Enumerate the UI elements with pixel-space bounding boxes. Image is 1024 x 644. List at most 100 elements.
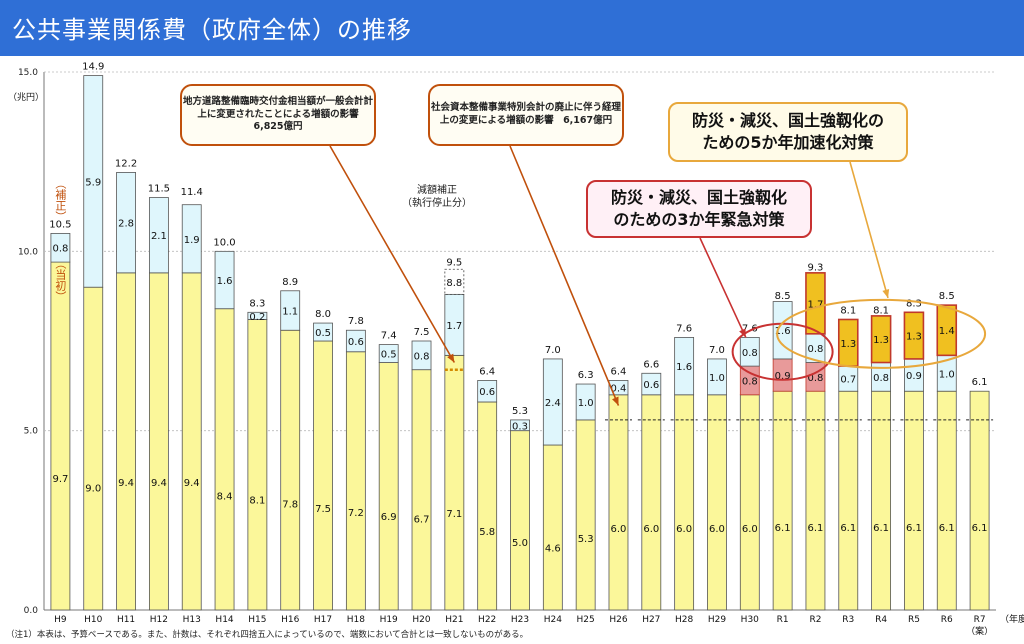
- x-tick-label: H11: [117, 615, 135, 625]
- arrow-emergency-head: [739, 328, 746, 338]
- label-supplementary: 0.3: [512, 421, 528, 432]
- label-total: 11.4: [181, 187, 203, 198]
- label-supplementary: 1.9: [184, 235, 200, 246]
- label-initial: 6.1: [840, 523, 856, 534]
- x-tick-label: H29: [708, 615, 726, 625]
- label-initial: 6.7: [414, 515, 430, 526]
- header-bar: [0, 0, 1024, 56]
- bar-supplementary: [608, 380, 629, 396]
- label-acceleration: 1.7: [807, 299, 823, 310]
- bar-acceleration: [870, 315, 892, 364]
- label-reduction: 8.8: [446, 278, 462, 289]
- bar-initial: [411, 369, 432, 611]
- label-supplementary: 1.6: [676, 362, 692, 373]
- label-initial: 6.1: [972, 523, 988, 534]
- label-total: 7.6: [742, 323, 758, 334]
- r7-note-label: （案）: [966, 625, 993, 637]
- bar-supplementary: [116, 172, 136, 274]
- bar-reduction: [444, 268, 465, 295]
- label-initial: 6.0: [676, 524, 692, 535]
- bar-initial: [969, 390, 990, 611]
- x-tick-label: H16: [281, 615, 299, 625]
- label-supplementary: 2.1: [151, 231, 167, 242]
- bar-initial: [739, 394, 760, 611]
- bar-supplementary: [83, 75, 104, 288]
- bar-supplementary: [313, 322, 333, 342]
- arrow-local-road: [329, 145, 456, 363]
- x-tick-label: H18: [347, 615, 365, 625]
- y-tick-label: 10.0: [18, 247, 38, 257]
- x-tick-label: H25: [577, 615, 595, 625]
- bar-initial: [936, 390, 957, 611]
- label-supplementary: 0.8: [52, 244, 68, 255]
- label-initial: 6.0: [611, 524, 627, 535]
- bar-supplementary: [378, 344, 399, 363]
- label-initial: 9.4: [118, 478, 134, 489]
- bar-supplementary: [542, 358, 563, 446]
- label-initial: 6.0: [643, 524, 659, 535]
- arrow-acceleration-head: [882, 289, 890, 298]
- bar-supplementary: [247, 311, 268, 320]
- label-acceleration: 1.3: [840, 339, 856, 350]
- x-tick-label: H9: [54, 615, 67, 625]
- label-total: 14.9: [82, 62, 104, 73]
- label-supplementary: 1.0: [578, 398, 594, 409]
- label-initial: 7.8: [282, 500, 298, 511]
- label-initial: 5.0: [512, 538, 528, 549]
- bar-initial: [871, 390, 892, 611]
- label-total: 8.5: [775, 291, 791, 302]
- label-supplementary: 1.0: [709, 373, 725, 384]
- bar-initial: [904, 390, 924, 611]
- label-initial: 9.7: [52, 474, 68, 485]
- label-supplementary: 1.6: [217, 276, 233, 287]
- label-initial: 4.6: [545, 543, 561, 554]
- label-emergency: 0.8: [807, 373, 823, 384]
- label-initial: 5.8: [479, 527, 495, 538]
- bar-supplementary: [674, 337, 695, 396]
- bar-initial: [214, 308, 235, 611]
- label-initial: 9.0: [85, 483, 101, 494]
- bar-acceleration: [936, 304, 958, 357]
- bar-initial: [674, 394, 695, 611]
- arrow-acceleration: [849, 161, 889, 299]
- label-supplementary: 0.5: [315, 328, 331, 339]
- x-tick-label: H15: [248, 615, 266, 625]
- label-total: 9.5: [446, 257, 462, 268]
- annotation-reduction: 減額補正 （執行停止分）: [392, 184, 482, 210]
- annotation-special-account-text: 社会資本整備事業特別会計の廃止に伴う経理上の変更による増額の影響 6,167億円: [430, 102, 621, 126]
- label-supplementary: 0.8: [873, 373, 889, 384]
- label-total: 12.2: [115, 158, 137, 169]
- label-initial: 6.9: [381, 512, 397, 523]
- label-total: 10.0: [213, 237, 235, 248]
- label-supplementary: 5.9: [85, 177, 101, 188]
- label-supplementary: 0.2: [249, 312, 265, 323]
- x-tick-label: R5: [908, 615, 920, 625]
- label-emergency: 0.9: [775, 371, 791, 382]
- x-tick-label: H17: [314, 615, 332, 625]
- bar-supplementary: [739, 337, 760, 367]
- label-total: 8.3: [249, 298, 265, 309]
- bar-supplementary: [707, 358, 727, 396]
- annotation-5year-acceleration: 防災・減災、国土強靱化の ための5か年加速化対策: [668, 102, 908, 162]
- label-toushoku: （当初）: [54, 258, 67, 302]
- label-total: 8.5: [939, 291, 955, 302]
- bar-initial: [707, 394, 727, 611]
- x-tick-label: H23: [511, 615, 529, 625]
- acceleration-ellipse: [776, 298, 987, 369]
- label-total: 7.5: [414, 327, 430, 338]
- bar-initial: [772, 390, 793, 611]
- label-total: 7.0: [709, 345, 725, 356]
- label-supplementary: 0.4: [611, 384, 627, 395]
- label-supplementary: 0.6: [643, 380, 659, 391]
- bar-initial: [116, 272, 136, 611]
- x-tick-label: H24: [544, 615, 562, 625]
- label-total: 6.3: [578, 370, 594, 381]
- label-initial: 6.0: [709, 524, 725, 535]
- label-total: 6.6: [643, 359, 659, 370]
- x-unit-label: （年度）: [1000, 613, 1024, 625]
- bar-initial: [148, 272, 169, 611]
- bar-supplementary: [772, 301, 793, 360]
- annotation-3year-emergency: 防災・減災、国土強靱化 のための3か年緊急対策: [586, 180, 812, 238]
- annotation-special-account: 社会資本整備事業特別会計の廃止に伴う経理上の変更による増額の影響 6,167億円: [428, 84, 624, 146]
- x-tick-label: H19: [380, 615, 398, 625]
